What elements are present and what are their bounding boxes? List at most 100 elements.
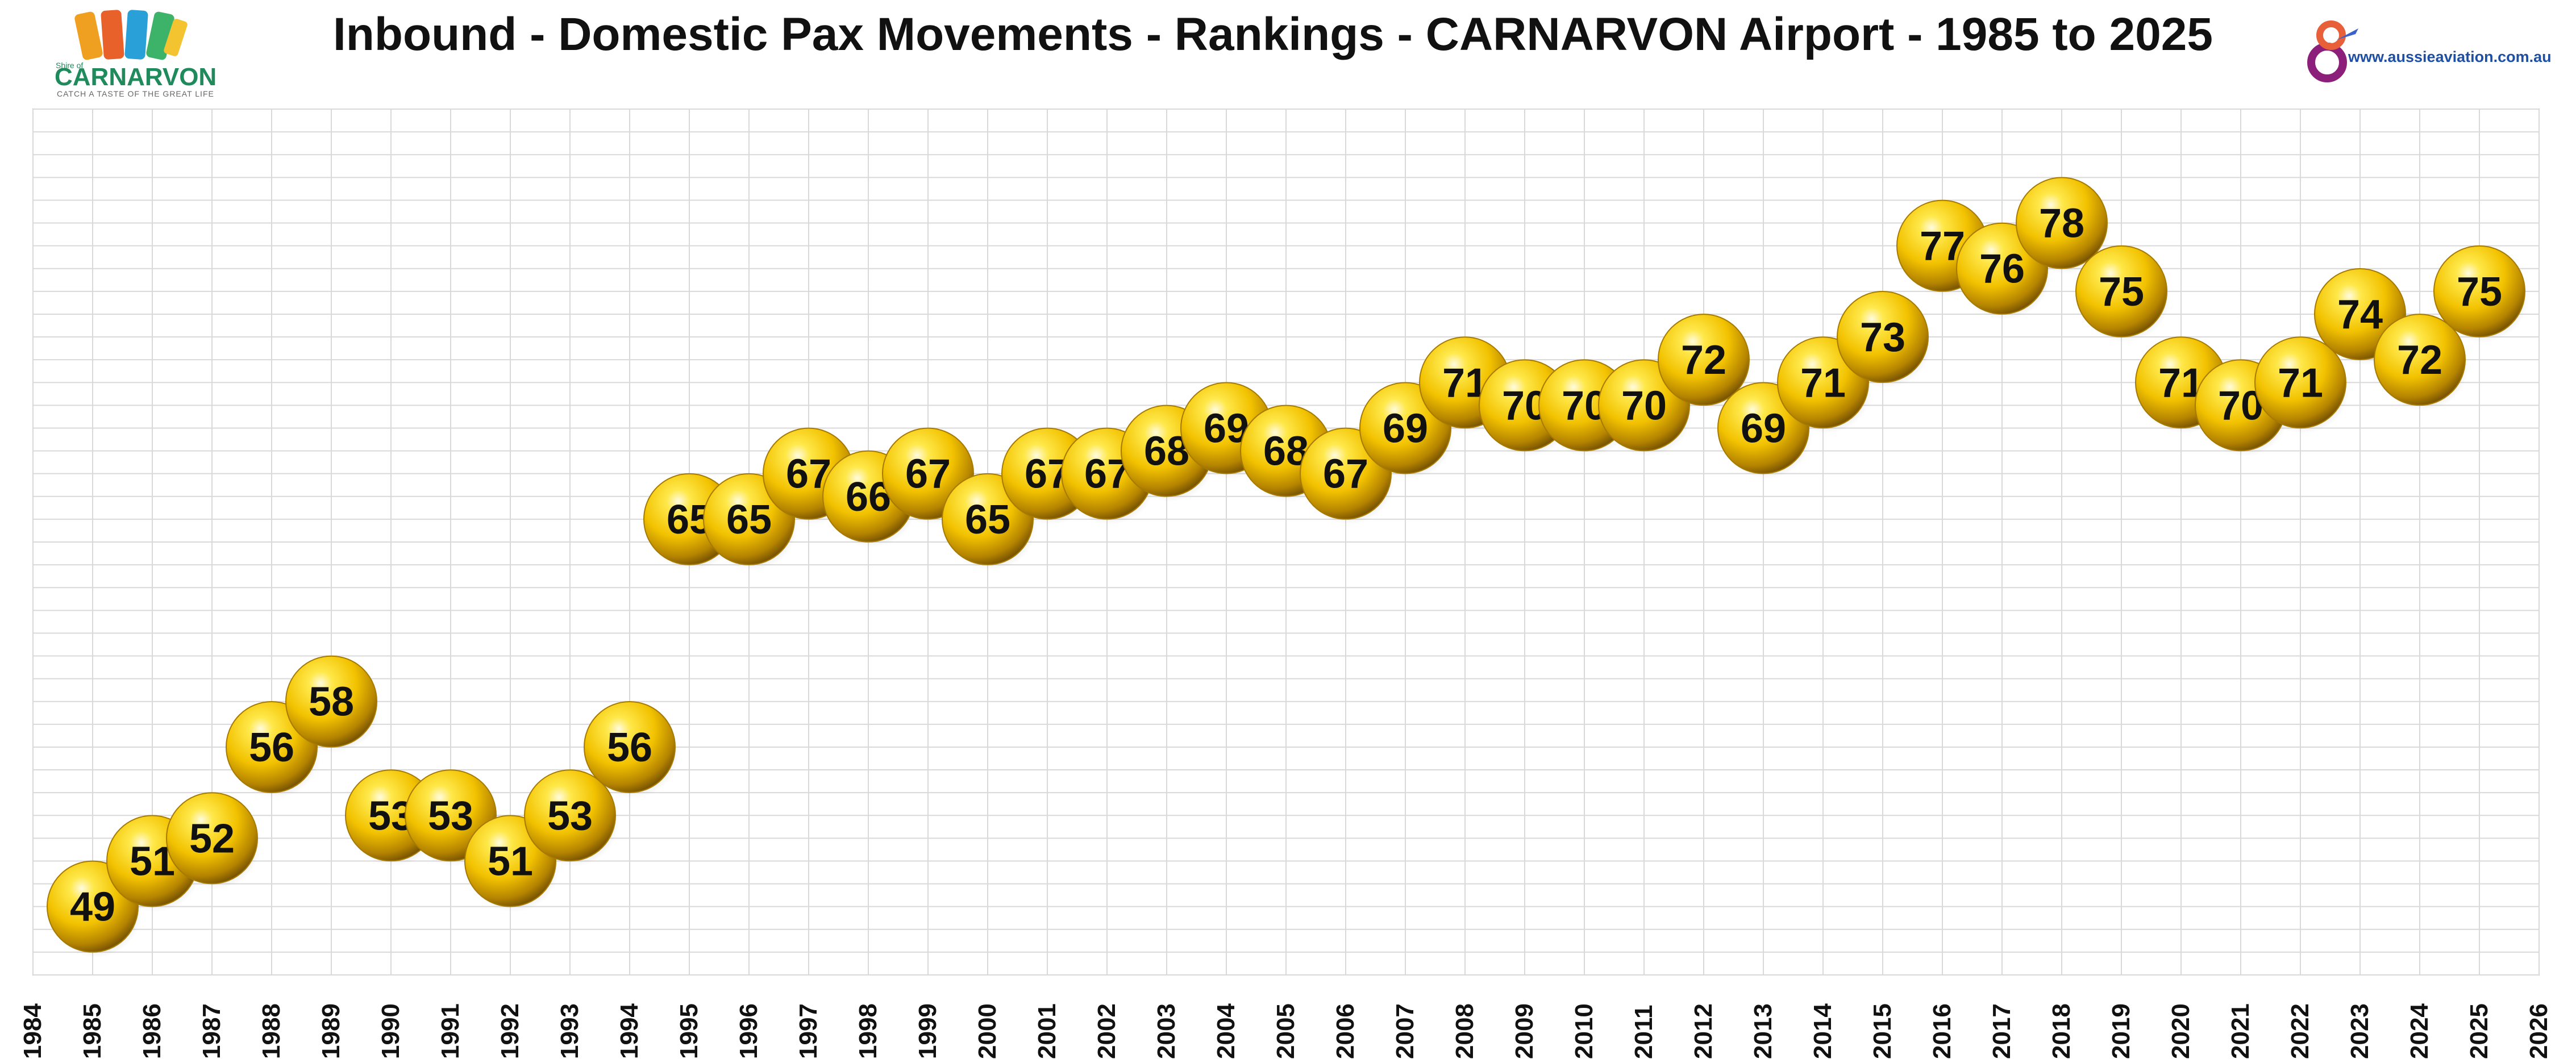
aussieaviation-logo: www.aussieaviation.com.au	[2307, 20, 2552, 82]
x-tick-label: 1995	[675, 1003, 703, 1059]
x-tick-label: 1991	[436, 1003, 464, 1059]
data-label: 72	[1681, 337, 1726, 383]
data-label: 49	[70, 885, 115, 930]
x-tick-label: 2004	[1212, 1003, 1240, 1059]
data-point-bubble	[2433, 245, 2525, 337]
x-tick-label: 2015	[1868, 1003, 1896, 1059]
data-point-bubble	[2374, 314, 2466, 406]
x-tick-label: 1986	[138, 1003, 166, 1059]
data-point: 72	[1658, 314, 1753, 411]
data-label: 69	[1383, 406, 1428, 451]
data-point-bubble	[2254, 336, 2346, 429]
data-point-bubble	[2075, 245, 2167, 337]
data-label: 76	[1979, 247, 2025, 292]
data-point: 71	[1777, 336, 1872, 434]
data-label: 56	[607, 725, 652, 770]
data-point: 71	[2254, 336, 2349, 434]
data-point: 78	[2016, 177, 2111, 274]
x-tick-label: 2017	[1988, 1003, 2016, 1059]
data-point: 52	[166, 792, 261, 890]
x-tick-label: 2008	[1451, 1003, 1479, 1059]
x-tick-label: 2023	[2346, 1003, 2374, 1059]
carnarvon-logo: Shire of CARNARVON CATCH A TASTE OF THE …	[55, 10, 217, 98]
chart-title: Inbound - Domestic Pax Movements - Ranki…	[333, 9, 2213, 60]
data-point: 72	[2374, 314, 2469, 411]
data-label: 67	[905, 452, 951, 497]
x-tick-label: 2019	[2107, 1003, 2135, 1059]
aussieaviation-mark-icon	[2307, 20, 2358, 82]
grid-lines	[32, 109, 2540, 976]
x-tick-label: 2022	[2286, 1003, 2314, 1059]
x-tick-label: 2025	[2465, 1003, 2493, 1059]
x-tick-label: 2012	[1689, 1003, 1717, 1059]
plot-area: 1984 1985 1986 1987 1988 1989 1990 1991 1992 1993…	[19, 109, 2553, 1059]
data-point: 75	[2433, 245, 2528, 343]
data-label: 56	[249, 725, 294, 770]
x-tick-label: 2011	[1630, 1005, 1658, 1059]
data-label: 58	[309, 680, 354, 725]
data-label: 67	[1323, 452, 1368, 497]
x-tick-label: 2021	[2227, 1003, 2254, 1059]
x-tick-label: 1993	[556, 1003, 584, 1059]
x-tick-label: 1987	[198, 1003, 226, 1059]
data-point-bubble	[1837, 291, 1929, 383]
data-label: 52	[189, 816, 235, 861]
data-point-bubble	[2016, 177, 2108, 269]
data-label: 73	[1860, 315, 1905, 360]
x-tick-label: 2005	[1272, 1003, 1300, 1059]
data-point: 56	[584, 701, 679, 798]
data-point: 75	[2075, 245, 2170, 343]
x-tick-label: 1992	[496, 1003, 524, 1059]
x-axis-ticks: 1984 1985 1986 1987 1988 1989 1990 1991 1992 1993…	[19, 1003, 2553, 1059]
x-tick-label: 1984	[19, 1003, 47, 1059]
data-label: 51	[488, 839, 533, 884]
data-label: 65	[726, 497, 772, 543]
data-point-bubble	[524, 769, 616, 862]
x-tick-label: 2014	[1809, 1003, 1837, 1059]
data-label: 70	[1621, 383, 1667, 428]
x-tick-label: 2006	[1331, 1003, 1359, 1059]
x-tick-label: 2010	[1570, 1003, 1598, 1059]
carnarvon-logo-graphic	[74, 10, 188, 60]
x-tick-label: 1998	[854, 1003, 882, 1059]
data-label: 72	[2397, 337, 2442, 383]
data-label: 53	[547, 793, 593, 839]
data-label: 75	[2457, 269, 2502, 315]
x-tick-label: 2002	[1093, 1003, 1121, 1059]
data-label: 65	[965, 497, 1010, 543]
data-point: 53	[524, 769, 619, 867]
data-label: 71	[1800, 360, 1846, 406]
data-point-bubble	[1658, 314, 1750, 406]
data-label: 69	[1741, 406, 1786, 451]
x-tick-label: 1990	[377, 1003, 405, 1059]
x-tick-label: 1988	[257, 1003, 285, 1059]
site-url: www.aussieaviation.com.au	[2348, 48, 2552, 65]
x-tick-label: 1996	[735, 1003, 763, 1059]
logo-name: CARNARVON	[55, 63, 217, 91]
x-tick-label: 2024	[2406, 1003, 2433, 1059]
x-tick-label: 2009	[1510, 1003, 1538, 1059]
x-tick-label: 1994	[615, 1003, 643, 1059]
x-tick-label: 1999	[914, 1003, 942, 1059]
x-tick-label: 2020	[2167, 1003, 2195, 1059]
x-tick-label: 1997	[794, 1003, 822, 1059]
data-label: 75	[2099, 269, 2144, 315]
logo-tagline: CATCH A TASTE OF THE GREAT LIFE	[57, 89, 214, 98]
x-tick-label: 2013	[1749, 1003, 1777, 1059]
data-point: 58	[285, 655, 380, 753]
x-tick-label: 2018	[2048, 1003, 2075, 1059]
data-label: 78	[2039, 201, 2084, 247]
x-tick-label: 2003	[1152, 1003, 1180, 1059]
x-tick-label: 2026	[2525, 1003, 2553, 1059]
data-label: 71	[2278, 360, 2323, 406]
x-tick-label: 1985	[78, 1003, 106, 1059]
data-label: 53	[428, 793, 473, 839]
data-label: 74	[2337, 292, 2383, 337]
data-point-bubble	[166, 792, 258, 885]
data-point-bubble	[285, 655, 377, 748]
x-tick-label: 1989	[317, 1003, 345, 1059]
logo-small-text: Shire of	[56, 61, 83, 70]
x-tick-label: 2016	[1928, 1003, 1956, 1059]
